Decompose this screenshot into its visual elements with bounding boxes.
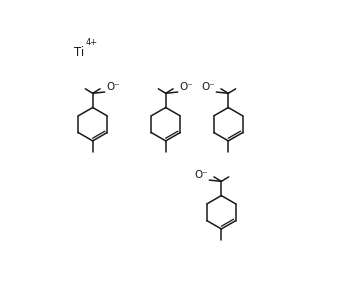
Text: O⁻: O⁻: [195, 170, 208, 180]
Text: 4+: 4+: [85, 38, 97, 47]
Text: Ti: Ti: [74, 46, 84, 59]
Text: O⁻: O⁻: [179, 82, 193, 92]
Text: O⁻: O⁻: [201, 82, 215, 92]
Text: O⁻: O⁻: [106, 82, 120, 92]
